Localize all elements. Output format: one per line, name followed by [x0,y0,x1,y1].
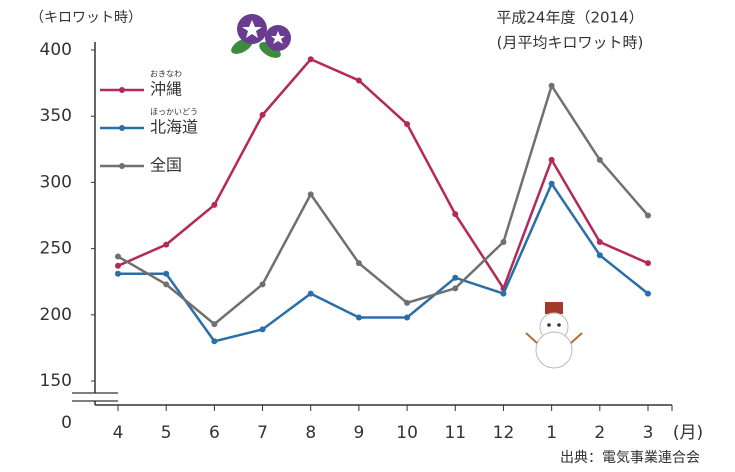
point [500,290,507,297]
x-tick-label: 12 [493,423,515,443]
annotation: (月平均キロワット時) [497,34,644,52]
x-tick-label: 1 [546,423,557,443]
point [355,260,362,267]
x-tick-label: 8 [305,423,316,443]
y-tick-label: 200 [40,305,72,325]
point [163,270,170,277]
legend-label: 沖縄 [150,80,182,99]
point [307,290,314,297]
y-tick-label: 350 [40,106,72,126]
legend-label: 北海道 [150,118,198,137]
point [259,281,266,288]
point [645,290,651,297]
legend-reading: ほっかいどう [150,108,198,117]
point [211,201,218,208]
legend-swatch [119,163,125,169]
point [548,156,555,163]
point [259,326,266,333]
x-tick-label: 6 [209,423,220,443]
flower-decoration [231,14,291,58]
snowman-decoration [525,302,583,369]
point [596,238,603,245]
point [645,212,651,219]
point [355,77,362,84]
point [115,253,121,260]
series-line [117,57,649,292]
legend-swatch [119,125,125,131]
y-tick-label: 250 [40,239,72,259]
point [163,241,170,248]
series-line [118,181,649,343]
point [404,314,411,321]
point [500,238,507,245]
annotation: 平成24年度（2014） [496,9,643,27]
y-tick-label: 300 [40,172,72,192]
x-tick-label: 9 [353,423,364,443]
y-unit-label: （キロワット時） [30,10,142,26]
point [452,274,459,281]
x-tick-label: 3 [643,423,654,443]
point [596,156,603,163]
x-tick-label: 5 [161,423,172,443]
point [307,191,314,198]
point [211,338,218,345]
legend-reading: おきなわ [150,70,182,79]
series-line [117,82,649,326]
point [596,252,603,259]
x-tick-label: 2 [594,423,605,443]
legend-label: 全国 [150,156,182,175]
y-tick-label: 400 [40,40,72,60]
point [115,262,121,269]
point [404,121,411,128]
point [548,82,555,89]
x-tick-label: 10 [396,423,418,443]
legend-swatch [119,87,125,93]
x-tick-label: 7 [257,423,268,443]
point [259,111,266,118]
point [355,314,362,321]
point [163,281,170,288]
point [115,270,121,277]
y-tick-label: 150 [40,371,72,391]
point [548,180,555,187]
point [211,321,218,328]
point [452,285,459,292]
source: 出典：電気事業連合会 [560,450,700,466]
point [452,211,459,218]
x-axis-label: (月) [673,423,703,443]
point [645,260,651,267]
x-tick-label: 11 [444,423,466,443]
y-tick-label: 0 [61,413,72,433]
x-tick-label: 4 [113,423,124,443]
point [404,299,411,306]
point [307,56,314,63]
